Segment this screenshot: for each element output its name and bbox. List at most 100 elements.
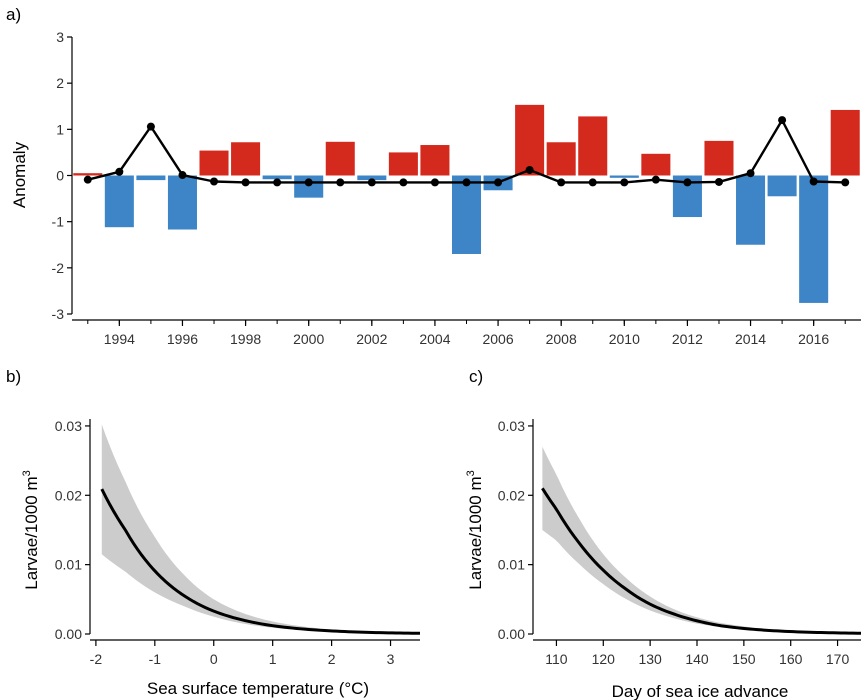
line-point-1995	[146, 122, 155, 131]
x-tick-label: 140	[685, 651, 709, 667]
bar-2017	[830, 109, 860, 176]
line-point-2017	[841, 178, 850, 187]
x-tick-label: 2008	[546, 331, 577, 347]
line-point-2007	[525, 165, 534, 174]
line-point-2010	[620, 178, 629, 187]
line-point-2000	[304, 178, 313, 187]
bar-2001	[325, 141, 355, 176]
x-tick-label: 2010	[609, 331, 640, 347]
panel-c-y-axis-label-sup: 3	[465, 470, 477, 476]
panel-a-y-axis-label: Anomaly	[10, 141, 29, 208]
y-tick-label: 0	[56, 168, 64, 184]
x-tick-label: 1996	[167, 331, 198, 347]
x-tick-label: 0	[210, 651, 218, 667]
y-tick-label: -1	[52, 214, 65, 230]
y-tick-label: 0.02	[498, 487, 525, 503]
line-point-2009	[588, 178, 597, 187]
line-point-2016	[809, 177, 818, 186]
fitted-curve	[541, 487, 861, 635]
bar-1994	[104, 175, 134, 228]
line-point-2006	[494, 178, 503, 187]
y-tick-label: 0.00	[55, 626, 82, 642]
x-tick-label: 150	[732, 651, 756, 667]
panel-b-plot: 0.00 0.01 0.02 0.03 -2 -1 0 1 2 3	[55, 418, 421, 667]
x-tick-label: -1	[149, 651, 162, 667]
x-tick-label: 2000	[293, 331, 324, 347]
panel-b-x-axis-label: Sea surface temperature (°C)	[147, 679, 369, 698]
y-tick-label: 0.03	[498, 418, 525, 434]
panel-c-ice-chart: c) Larvae/1000 m3 Day of sea ice advance…	[465, 367, 861, 700]
y-tick-label: -3	[52, 306, 65, 322]
x-tick-label: 2	[328, 651, 336, 667]
bar-2013	[704, 140, 734, 176]
x-tick-label: 170	[826, 651, 850, 667]
x-tick-label: 110	[545, 651, 568, 667]
x-tick-label: 2006	[482, 331, 513, 347]
line-point-1993	[83, 175, 92, 184]
panel-b-y-axis-label-text: Larvae/1000 m	[22, 476, 41, 589]
bar-2004	[420, 145, 450, 176]
bar-2010	[609, 175, 639, 178]
panel-a-bars	[73, 104, 860, 303]
line-point-1998	[241, 178, 250, 187]
line-point-2003	[399, 178, 408, 187]
bar-1999	[262, 175, 292, 180]
bar-2011	[641, 153, 671, 176]
y-tick-label: -2	[52, 260, 65, 276]
panel-c-y-axis-label-text: Larvae/1000 m	[466, 476, 485, 589]
x-tick-label: 1994	[104, 331, 135, 347]
fitted-curve	[100, 488, 421, 635]
line-point-2013	[714, 177, 723, 186]
bar-1995	[136, 175, 166, 181]
y-tick-label: 1	[56, 121, 64, 137]
line-point-2002	[367, 178, 376, 187]
bar-2000	[294, 175, 324, 198]
x-tick-label: 3	[387, 651, 395, 667]
x-tick-label: 160	[779, 651, 803, 667]
line-point-2008	[557, 178, 566, 187]
line-point-1994	[115, 167, 124, 176]
line-point-2012	[683, 178, 692, 187]
panel-b-label: b)	[6, 367, 21, 386]
panel-b-y-axis-label: Larvae/1000 m3	[21, 470, 41, 590]
line-point-2014	[746, 169, 755, 178]
bar-2016	[799, 175, 829, 303]
bar-2014	[736, 175, 766, 245]
panel-a-line-series	[83, 116, 850, 187]
bar-2007	[515, 104, 545, 176]
bar-2005	[451, 175, 482, 254]
y-tick-label: 3	[56, 29, 64, 45]
x-tick-label: 2016	[798, 331, 829, 347]
confidence-band	[542, 446, 861, 634]
x-tick-label: 2014	[735, 331, 766, 347]
y-tick-label: 0.01	[55, 557, 82, 573]
x-tick-label: 2012	[672, 331, 703, 347]
panel-b-sst-chart: b) Larvae/1000 m3 Sea surface temperatur…	[6, 367, 421, 698]
line-point-2015	[778, 116, 787, 125]
bar-2002	[357, 175, 387, 181]
bar-2008	[546, 142, 576, 176]
line-point-1997	[210, 177, 219, 186]
panel-c-plot: 0.00 0.01 0.02 0.03 110 120 130 140 150 160 170	[498, 418, 861, 667]
panel-c-y-axis-label: Larvae/1000 m3	[465, 470, 485, 590]
y-tick-label: 0.00	[498, 626, 525, 642]
panel-a-axes: -3 -2 -1 0 1 2 3 1994 1996 1998 2000 2002 2004 2006 20…	[52, 29, 861, 347]
y-tick-label: 0.01	[498, 557, 525, 573]
bar-1997	[199, 150, 229, 176]
panel-b-y-axis-label-sup: 3	[21, 470, 33, 476]
x-tick-label: 1	[269, 651, 277, 667]
panel-a-anomaly-chart: a) Anomaly -3 -2 -1 0 1 2 3 1994 1996 1998 2000 200…	[6, 5, 861, 347]
panel-c-x-axis-label: Day of sea ice advance	[612, 682, 789, 700]
bar-2015	[767, 175, 797, 197]
line-point-2004	[430, 178, 439, 187]
line-point-2001	[336, 178, 345, 187]
bar-1996	[167, 175, 197, 230]
x-tick-label: 130	[638, 651, 662, 667]
y-tick-label: 0.03	[55, 418, 82, 434]
line-point-2005	[462, 178, 471, 187]
y-tick-label: 0.02	[55, 487, 82, 503]
bar-1998	[231, 142, 261, 176]
y-tick-label: 2	[56, 75, 64, 91]
confidence-band	[101, 424, 421, 634]
